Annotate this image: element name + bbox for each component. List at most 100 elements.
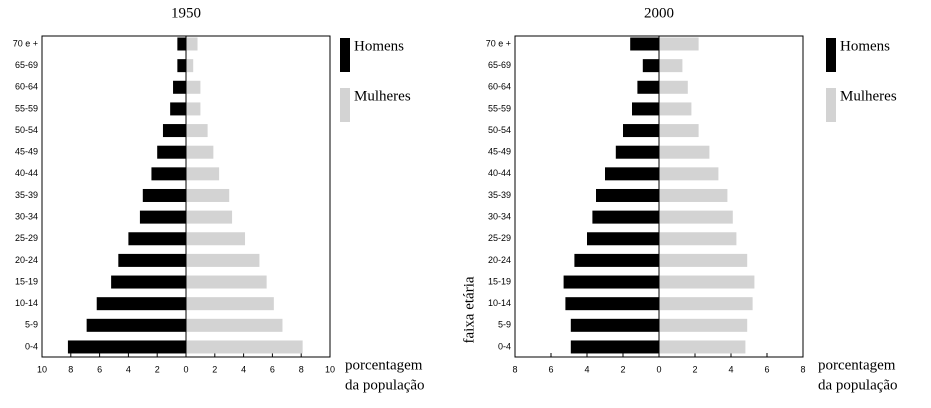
- bar: [659, 210, 733, 224]
- bar: [592, 210, 659, 224]
- bar: [623, 124, 659, 138]
- x-tick-label: 4: [728, 364, 733, 374]
- bar: [186, 232, 246, 246]
- y-tick-label: 35-39: [15, 190, 38, 200]
- bar: [157, 145, 186, 159]
- legend-swatch: [826, 38, 836, 72]
- legend-swatch: [340, 88, 350, 122]
- bar: [170, 102, 186, 116]
- bar: [637, 80, 659, 94]
- bar: [587, 232, 659, 246]
- bar: [186, 80, 201, 94]
- x-tick-label: 4: [241, 364, 246, 374]
- y-tick-label: 40-44: [15, 168, 38, 178]
- legend-label: Mulheres: [840, 88, 897, 104]
- x-axis-label: porcentagem: [345, 357, 423, 373]
- bar: [186, 340, 303, 354]
- y-axis-label: faixa etária: [461, 276, 477, 343]
- bar: [142, 188, 186, 202]
- bar: [659, 275, 755, 289]
- bar: [186, 102, 201, 116]
- bar: [659, 37, 699, 51]
- x-tick-label: 2: [620, 364, 625, 374]
- y-tick-label: 55-59: [488, 103, 511, 113]
- bar: [177, 37, 186, 51]
- chart-title: 1950: [171, 5, 201, 21]
- x-axis-label: da população: [818, 377, 898, 393]
- y-tick-label: 5-9: [498, 320, 511, 330]
- bar: [186, 318, 283, 332]
- bar: [659, 340, 746, 354]
- legend-swatch: [826, 88, 836, 122]
- y-tick-label: 70 e +: [13, 38, 38, 48]
- bar: [173, 80, 186, 94]
- bar: [186, 188, 230, 202]
- bar: [659, 124, 699, 138]
- y-tick-label: 25-29: [488, 233, 511, 243]
- y-tick-label: 20-24: [15, 255, 38, 265]
- x-tick-label: 0: [656, 364, 661, 374]
- bar: [632, 102, 659, 116]
- x-tick-label: 8: [800, 364, 805, 374]
- x-tick-label: 8: [68, 364, 73, 374]
- bar: [659, 102, 692, 116]
- legend-swatch: [340, 38, 350, 72]
- bar: [111, 275, 186, 289]
- legend-label: Homens: [354, 38, 404, 54]
- y-tick-label: 45-49: [488, 147, 511, 157]
- y-tick-label: 45-49: [15, 147, 38, 157]
- x-tick-label: 2: [212, 364, 217, 374]
- y-tick-label: 55-59: [15, 103, 38, 113]
- x-axis-label: porcentagem: [818, 357, 896, 373]
- x-tick-label: 8: [299, 364, 304, 374]
- bar: [570, 340, 659, 354]
- y-tick-label: 65-69: [488, 60, 511, 70]
- bar: [186, 275, 267, 289]
- y-tick-label: 0-4: [498, 341, 511, 351]
- bar: [659, 59, 683, 73]
- bar: [615, 145, 659, 159]
- bar: [659, 80, 688, 94]
- bar: [659, 297, 753, 311]
- x-tick-label: 10: [325, 364, 335, 374]
- y-tick-label: 60-64: [15, 82, 38, 92]
- bar: [605, 167, 659, 181]
- bar: [151, 167, 186, 181]
- x-tick-label: 2: [155, 364, 160, 374]
- x-tick-label: 4: [126, 364, 131, 374]
- bar: [659, 318, 748, 332]
- y-tick-label: 20-24: [488, 255, 511, 265]
- y-tick-label: 25-29: [15, 233, 38, 243]
- bar: [177, 59, 186, 73]
- bar: [659, 253, 748, 267]
- bar: [186, 167, 220, 181]
- y-tick-label: 60-64: [488, 82, 511, 92]
- bar: [139, 210, 186, 224]
- y-tick-label: 30-34: [15, 211, 38, 221]
- bar: [570, 318, 659, 332]
- bar: [186, 297, 274, 311]
- bar: [563, 275, 659, 289]
- bar: [574, 253, 659, 267]
- bar: [162, 124, 186, 138]
- y-tick-label: 5-9: [25, 320, 38, 330]
- chart-title: 2000: [644, 5, 674, 21]
- x-axis-label: da população: [345, 377, 425, 393]
- bar: [659, 145, 710, 159]
- bar: [128, 232, 186, 246]
- x-tick-label: 8: [512, 364, 517, 374]
- x-tick-label: 6: [764, 364, 769, 374]
- y-tick-label: 65-69: [15, 60, 38, 70]
- bar: [659, 167, 719, 181]
- y-tick-label: 35-39: [488, 190, 511, 200]
- bar: [186, 253, 260, 267]
- x-tick-label: 6: [97, 364, 102, 374]
- y-tick-label: 0-4: [25, 341, 38, 351]
- x-tick-label: 6: [270, 364, 275, 374]
- bar: [565, 297, 659, 311]
- bar: [67, 340, 186, 354]
- y-tick-label: 10-14: [15, 298, 38, 308]
- y-tick-label: 15-19: [488, 276, 511, 286]
- y-tick-label: 30-34: [488, 211, 511, 221]
- y-tick-label: 50-54: [488, 125, 511, 135]
